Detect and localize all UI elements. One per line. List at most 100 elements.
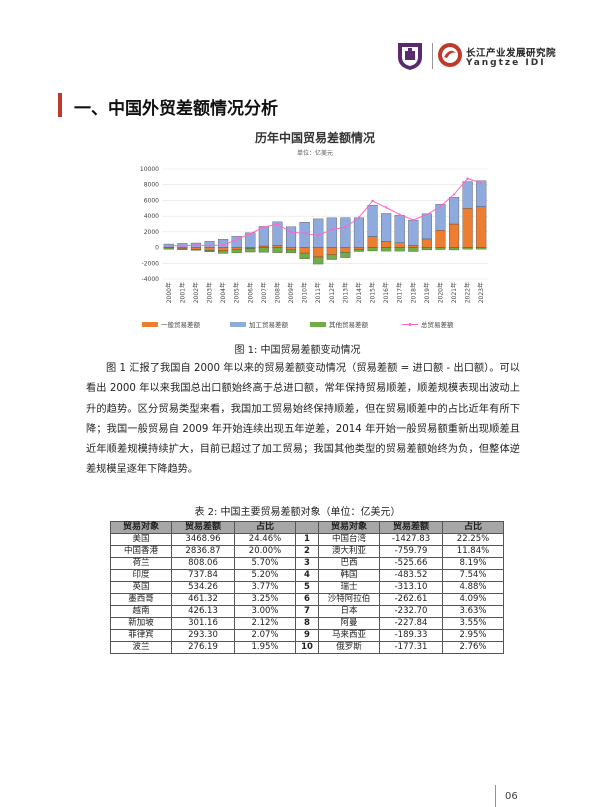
bar-一般贸易差额 xyxy=(449,223,460,248)
legend-swatch xyxy=(230,322,246,327)
bar-加工贸易差额 xyxy=(394,215,405,244)
balance-left-cell: 276.19 xyxy=(171,641,235,654)
balance-left-cell: 808.06 xyxy=(171,557,235,570)
bar-加工贸易差额 xyxy=(421,213,432,240)
line-point xyxy=(425,213,429,216)
line-point xyxy=(289,230,293,234)
share-right-cell: 3.55% xyxy=(442,617,504,630)
x-tick-label: 2000年 xyxy=(165,282,173,303)
bar-一般贸易差额 xyxy=(408,245,419,248)
bar-一般贸易差额 xyxy=(313,247,324,258)
bar-其他贸易差额 xyxy=(299,252,310,259)
share-right-cell: 3.63% xyxy=(442,605,504,618)
table-row: 中国香港 2836.87 20.00% 2 澳大利亚 -759.79 11.84% xyxy=(110,545,504,558)
partner-right-cell: 韩国 xyxy=(318,569,380,582)
bar-加工贸易差额 xyxy=(353,217,364,248)
bar-一般贸易差额 xyxy=(340,247,351,253)
org-name-en: Yangtze IDI xyxy=(466,58,546,68)
partner-right-cell: 沙特阿拉伯 xyxy=(318,593,380,606)
table-body: 美国 3468.96 24.46% 1 中国台湾 -1427.83 22.25% 中国香港 28… xyxy=(110,533,504,654)
bar-其他贸易差额 xyxy=(449,247,460,251)
partner-right-cell: 中国台湾 xyxy=(318,533,380,546)
bar-加工贸易差额 xyxy=(286,226,297,248)
y-tick-label: 6000 xyxy=(144,197,159,204)
table-caption: 表 2: 中国主要贸易差额对象（单位：亿美元） xyxy=(194,507,401,518)
share-right-cell: 4.09% xyxy=(442,593,504,606)
bar-其他贸易差额 xyxy=(258,247,269,253)
figure-caption: 图 1: 中国贸易差额变动情况 xyxy=(234,345,361,356)
line-point xyxy=(262,225,266,229)
y-tick-label: -2000 xyxy=(142,260,160,267)
bar-其他贸易差额 xyxy=(381,247,392,252)
x-axis-labels: 2000年 2001年 2002年 2003年 2004年 2005年 2006年 2007年… xyxy=(165,282,485,303)
share-left-cell: 5.70% xyxy=(234,557,296,570)
line-point xyxy=(303,232,306,235)
x-tick-label: 2001年 xyxy=(178,282,186,303)
x-tick-label: 2004年 xyxy=(219,282,227,303)
bar-加工贸易差额 xyxy=(381,213,392,242)
bar-其他贸易差额 xyxy=(367,247,378,252)
section-title-bar xyxy=(58,93,62,117)
header-partner-left: 贸易对象 xyxy=(110,521,172,534)
bar-加工贸易差额 xyxy=(449,197,460,225)
x-tick-label: 2017年 xyxy=(396,282,404,303)
org-name-cn: 长江产业发展研究院 xyxy=(466,48,557,59)
bar-加工贸易差额 xyxy=(299,222,310,248)
x-tick-label: 2006年 xyxy=(246,282,254,303)
rank-cell: 10 xyxy=(295,641,319,654)
line-point xyxy=(330,228,333,231)
balance-right-cell: -227.84 xyxy=(379,617,443,630)
share-left-cell: 2.12% xyxy=(234,617,296,630)
balance-left-cell: 534.26 xyxy=(171,581,235,594)
page-number: 06 xyxy=(505,791,518,802)
share-left-cell: 3.77% xyxy=(234,581,296,594)
table-header-row: 贸易对象 贸易差额 占比 贸易对象 贸易差额 占比 xyxy=(110,521,504,534)
chart-bars xyxy=(163,180,487,265)
partner-right-cell: 日本 xyxy=(318,605,380,618)
x-tick-label: 2002年 xyxy=(192,282,200,303)
bar-一般贸易差额 xyxy=(231,247,242,250)
bar-其他贸易差额 xyxy=(326,254,337,260)
partner-left-cell: 中国香港 xyxy=(110,545,172,558)
partner-right-cell: 俄罗斯 xyxy=(318,641,380,654)
bar-一般贸易差额 xyxy=(204,247,215,251)
legend-label: 其他贸易差额 xyxy=(329,320,369,329)
share-left-cell: 1.95% xyxy=(234,641,296,654)
bar-一般贸易差额 xyxy=(394,242,405,248)
rank-cell: 6 xyxy=(295,593,319,606)
line-point xyxy=(466,177,469,180)
x-tick-label: 2015年 xyxy=(369,282,377,303)
bar-一般贸易差额 xyxy=(272,245,283,248)
bar-其他贸易差额 xyxy=(353,248,364,252)
chart-grid xyxy=(162,168,488,280)
bar-加工贸易差额 xyxy=(462,181,473,209)
share-right-cell: 11.84% xyxy=(442,545,504,558)
bar-一般贸易差额 xyxy=(218,247,229,252)
partner-right-cell: 瑞士 xyxy=(318,581,380,594)
y-tick-label: 0 xyxy=(155,245,159,252)
bar-其他贸易差额 xyxy=(272,247,283,253)
bar-一般贸易差额 xyxy=(435,230,446,248)
bar-其他贸易差额 xyxy=(394,247,405,252)
bar-其他贸易差额 xyxy=(218,250,229,254)
bar-其他贸易差额 xyxy=(190,249,201,251)
bar-加工贸易差额 xyxy=(313,218,324,248)
bar-其他贸易差额 xyxy=(421,247,432,251)
partner-left-cell: 墨西哥 xyxy=(110,593,172,606)
bar-一般贸易差额 xyxy=(381,241,392,248)
bar-一般贸易差额 xyxy=(258,245,269,248)
table-row: 印度 737.84 5.20% 4 韩国 -483.52 7.54% xyxy=(110,569,504,582)
bar-一般贸易差额 xyxy=(367,236,378,248)
line-point xyxy=(194,243,198,247)
line-point xyxy=(317,234,320,237)
partner-left-cell: 菲律宾 xyxy=(110,629,172,642)
line-point xyxy=(398,213,401,216)
balance-left-cell: 426.13 xyxy=(171,605,235,618)
x-tick-label: 2022年 xyxy=(464,282,472,303)
y-tick-label: 4000 xyxy=(144,213,159,220)
balance-left-cell: 737.84 xyxy=(171,569,235,582)
partner-left-cell: 荷兰 xyxy=(110,557,172,570)
x-tick-label: 2007年 xyxy=(260,282,268,303)
bar-其他贸易差额 xyxy=(408,247,419,252)
line-point xyxy=(412,218,415,222)
